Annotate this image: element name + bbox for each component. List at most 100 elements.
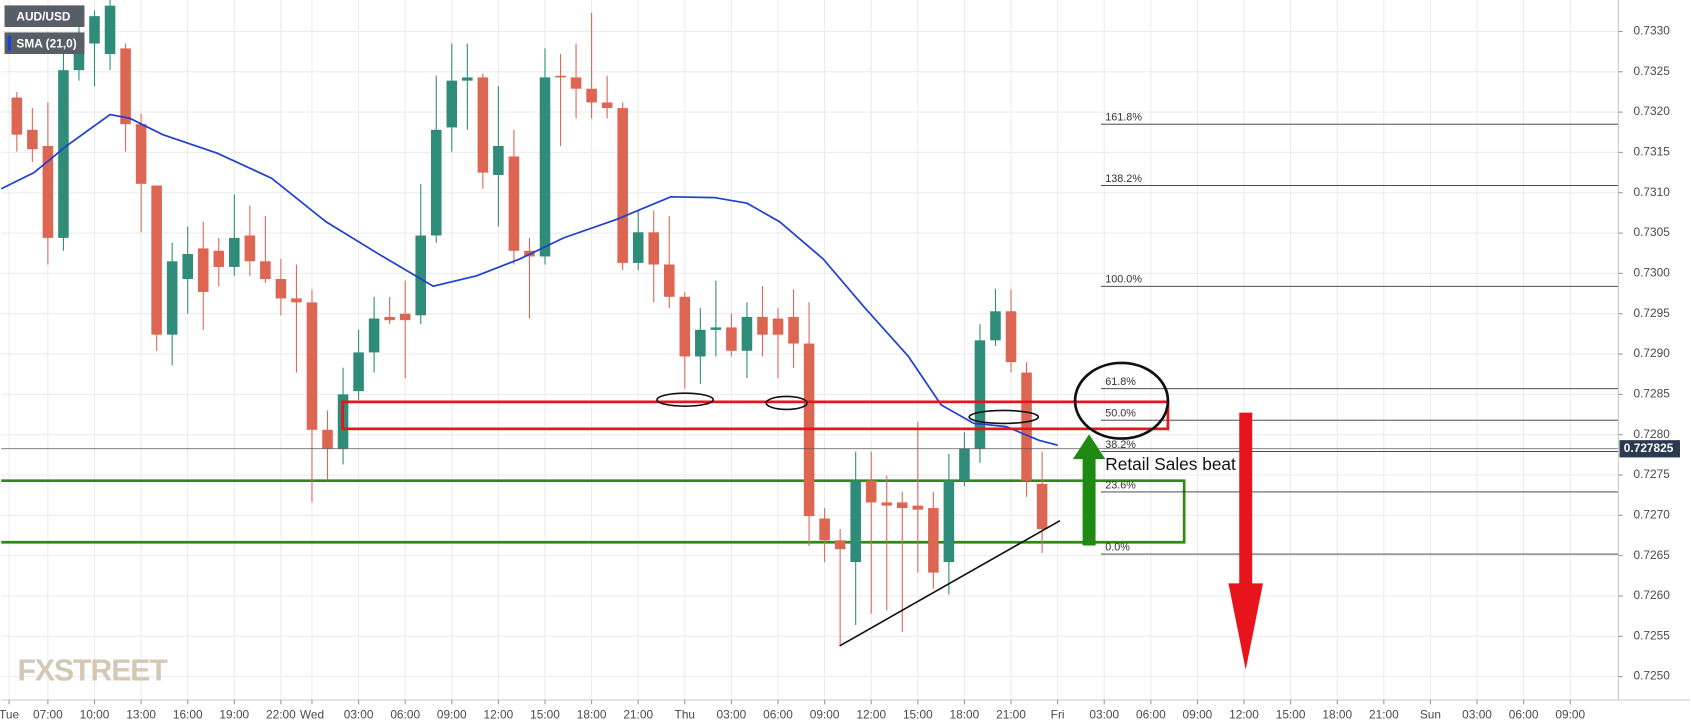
candle-body bbox=[197, 248, 209, 292]
candle-body bbox=[834, 540, 846, 550]
down-arrow bbox=[1228, 412, 1264, 670]
candle-body bbox=[912, 505, 924, 510]
y-tick-label: 0.7275 bbox=[1634, 467, 1671, 481]
x-tick-label: 19:00 bbox=[219, 707, 249, 721]
candle-body bbox=[1021, 372, 1032, 481]
indicator: SMA (21,0) bbox=[16, 36, 76, 50]
trend-line bbox=[839, 519, 1061, 647]
candle-body bbox=[632, 232, 644, 263]
candle-body bbox=[322, 429, 333, 449]
y-tick-label: 0.7250 bbox=[1634, 669, 1671, 683]
last-price-badge bbox=[1619, 440, 1680, 458]
x-tick-label: 07:00 bbox=[33, 707, 63, 721]
candle-body bbox=[368, 318, 380, 353]
x-tick-label: 06:00 bbox=[1136, 707, 1166, 721]
overlay: 161.8% 138.2% 100.0% 61.8% 50.0% 38.2% 23.6% 0.… bbox=[0, 112, 1619, 555]
candle-body bbox=[819, 518, 830, 541]
x-tick-label: 09:00 bbox=[437, 707, 467, 721]
up-arrow bbox=[1072, 434, 1106, 546]
candle-body bbox=[291, 298, 302, 303]
x-tick-label: 12:00 bbox=[1229, 707, 1259, 721]
candle-body bbox=[741, 316, 753, 351]
fib-label: 61.8% bbox=[1105, 376, 1136, 388]
candle-body bbox=[430, 129, 442, 236]
candle-body bbox=[104, 5, 116, 55]
candle-body bbox=[1005, 311, 1017, 363]
candle-body bbox=[415, 235, 427, 316]
x-tick-label: 10:00 bbox=[80, 707, 110, 721]
indicator-badge bbox=[4, 32, 85, 55]
x-tick-label: 16:00 bbox=[173, 707, 203, 721]
symbol: AUD/USD bbox=[16, 9, 71, 23]
y-tick-label: 0.7300 bbox=[1634, 266, 1671, 280]
candle-body bbox=[89, 16, 100, 44]
candle-body bbox=[663, 264, 675, 297]
y-tick-label: 0.7305 bbox=[1634, 225, 1671, 239]
symbol-badge bbox=[4, 5, 85, 28]
candle-body bbox=[353, 352, 364, 392]
candle-body bbox=[570, 77, 582, 89]
candle-body bbox=[27, 129, 38, 150]
candle-body bbox=[974, 340, 986, 449]
candle-body bbox=[757, 316, 768, 335]
x-tick-label: 03:00 bbox=[717, 707, 747, 721]
candle-body bbox=[586, 88, 597, 103]
candle-body bbox=[151, 185, 162, 335]
x-tick-label: Fri bbox=[1051, 707, 1065, 721]
candle-body bbox=[539, 77, 551, 257]
candle-body bbox=[990, 311, 1001, 341]
candle-body bbox=[462, 77, 473, 81]
x-tick-label: Tue bbox=[0, 707, 19, 721]
candle-body bbox=[896, 502, 908, 509]
candle-body bbox=[244, 235, 256, 262]
candle-body bbox=[679, 296, 691, 357]
x-tick-label: 21:00 bbox=[996, 707, 1026, 721]
y-tick-label: 0.7280 bbox=[1634, 427, 1671, 441]
candle-body bbox=[648, 232, 660, 265]
x-tick-label: 18:00 bbox=[950, 707, 980, 721]
x-tick-label: 03:00 bbox=[1089, 707, 1119, 721]
x-tick-label: 06:00 bbox=[390, 707, 420, 721]
x-tick-label: 09:00 bbox=[1183, 707, 1213, 721]
y-tick-label: 0.7255 bbox=[1634, 628, 1671, 642]
y-tick-label: 0.7260 bbox=[1634, 588, 1671, 602]
x-tick-label: 15:00 bbox=[903, 707, 933, 721]
candle-body bbox=[772, 318, 784, 335]
x-tick-label: 13:00 bbox=[126, 707, 156, 721]
x-tick-label: 22:00 bbox=[266, 707, 296, 721]
candle-body bbox=[788, 316, 799, 344]
candle-body bbox=[213, 250, 225, 267]
x-tick-label: 18:00 bbox=[577, 707, 607, 721]
watermark: FXSTREET bbox=[17, 655, 168, 688]
candle-body bbox=[11, 97, 23, 135]
candle-body bbox=[850, 480, 861, 563]
x-tick-label: 09:00 bbox=[810, 707, 840, 721]
candle-body bbox=[446, 80, 458, 128]
candle-body bbox=[1036, 483, 1048, 530]
ellipse-marker bbox=[765, 395, 808, 411]
circle-marker bbox=[1073, 361, 1170, 440]
indicator-swatch bbox=[7, 35, 12, 51]
candle-body bbox=[73, 43, 85, 71]
y-tick-label: 0.7320 bbox=[1634, 104, 1671, 118]
candle-body bbox=[726, 327, 737, 351]
candle-body bbox=[399, 313, 411, 321]
candle-body bbox=[166, 261, 178, 335]
candle-body bbox=[42, 145, 54, 238]
candle-body bbox=[617, 108, 628, 263]
grid bbox=[1, 0, 1619, 700]
x-tick-label: 21:00 bbox=[623, 707, 653, 721]
x-tick-label: 15:00 bbox=[1276, 707, 1306, 721]
fib-label: 38.2% bbox=[1105, 439, 1136, 451]
y-tick-label: 0.7290 bbox=[1634, 346, 1671, 360]
support-zone bbox=[1, 479, 1186, 544]
candle-body bbox=[477, 77, 489, 173]
candles bbox=[11, 0, 1048, 646]
x-tick-label: 18:00 bbox=[1322, 707, 1352, 721]
x-tick-label: 21:00 bbox=[1369, 707, 1399, 721]
candle-body bbox=[959, 448, 970, 481]
sma-line bbox=[0, 113, 1058, 447]
